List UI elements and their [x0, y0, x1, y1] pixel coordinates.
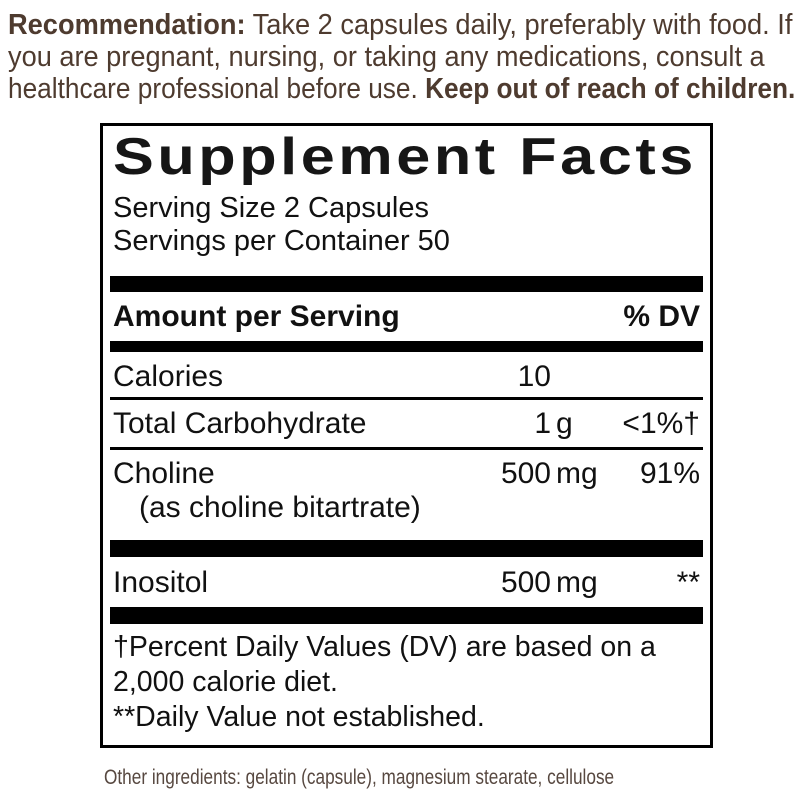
amount-value: 1: [534, 407, 551, 440]
nutrient-sub-label-choline: (as choline bitartrate): [139, 491, 421, 524]
nutrient-label: Total Carbohydrate: [113, 407, 367, 440]
recommendation-line-2-text: you are pregnant, nursing, or taking any…: [8, 41, 765, 73]
nutrient-row-total-carbohydrate: Total Carbohydrate 1 g <1%†: [103, 400, 710, 447]
recommendation-line-1: Recommendation: Take 2 capsules daily, p…: [8, 9, 792, 41]
amount-unit: g: [556, 407, 573, 440]
divider-thick-top: [110, 276, 703, 292]
supplement-facts-panel: Supplement Facts Serving Size 2 Capsules…: [100, 123, 713, 748]
nutrient-label: Calories: [113, 360, 224, 393]
nutrient-row-inositol: Inositol 500 mg **: [103, 557, 710, 607]
footnote-line-2: 2,000 calorie diet.: [113, 666, 338, 698]
divider-thick-bottom: [110, 607, 703, 624]
nutrient-label: Choline: [113, 457, 215, 490]
amount-unit: mg: [556, 457, 598, 490]
nutrient-row-calories: Calories 10: [103, 352, 710, 397]
recommendation-text: Recommendation: Take 2 capsules daily, p…: [8, 9, 800, 105]
footnote-line-3: **Daily Value not established.: [113, 701, 485, 733]
dv-value: 91%: [639, 457, 700, 490]
dv-value: <1%†: [622, 407, 700, 440]
divider-medium: [110, 341, 703, 352]
amount-per-serving-header: Amount per Serving: [113, 300, 400, 333]
amount-value: 500: [500, 566, 551, 599]
recommendation-line-3-text: healthcare professional before use.: [8, 73, 426, 105]
divider-thick-middle: [110, 540, 703, 557]
servings-per-container: Servings per Container 50: [113, 225, 450, 257]
divider-hairline-2: [110, 447, 703, 450]
nutrient-label: Inositol: [113, 566, 209, 599]
percent-dv-header: % DV: [623, 300, 700, 333]
footnote-line-1: †Percent Daily Values (DV) are based on …: [113, 631, 656, 663]
dv-value: **: [676, 566, 700, 599]
amount-value: 500: [500, 457, 551, 490]
other-ingredients: Other ingredients: gelatin (capsule), ma…: [104, 766, 615, 789]
recommendation-line-3: healthcare professional before use. Keep…: [8, 73, 795, 105]
serving-size: Serving Size 2 Capsules: [113, 192, 429, 224]
footnotes: †Percent Daily Values (DV) are based on …: [103, 630, 710, 735]
nutrient-row-choline: Choline 500 mg 91%: [103, 450, 710, 490]
recommendation-line-1-text: Take 2 capsules daily, preferably with f…: [245, 9, 793, 41]
divider-hairline-1: [110, 397, 703, 400]
column-header-row: Amount per Serving % DV: [103, 292, 710, 341]
keep-out-of-reach-bold: Keep out of reach of children.: [425, 73, 796, 105]
amount-unit: mg: [556, 566, 598, 599]
recommendation-line-2: you are pregnant, nursing, or taking any…: [8, 41, 765, 73]
recommendation-lead-bold: Recommendation:: [8, 9, 246, 41]
panel-title: Supplement Facts: [113, 128, 697, 186]
amount-value: 10: [517, 360, 551, 393]
